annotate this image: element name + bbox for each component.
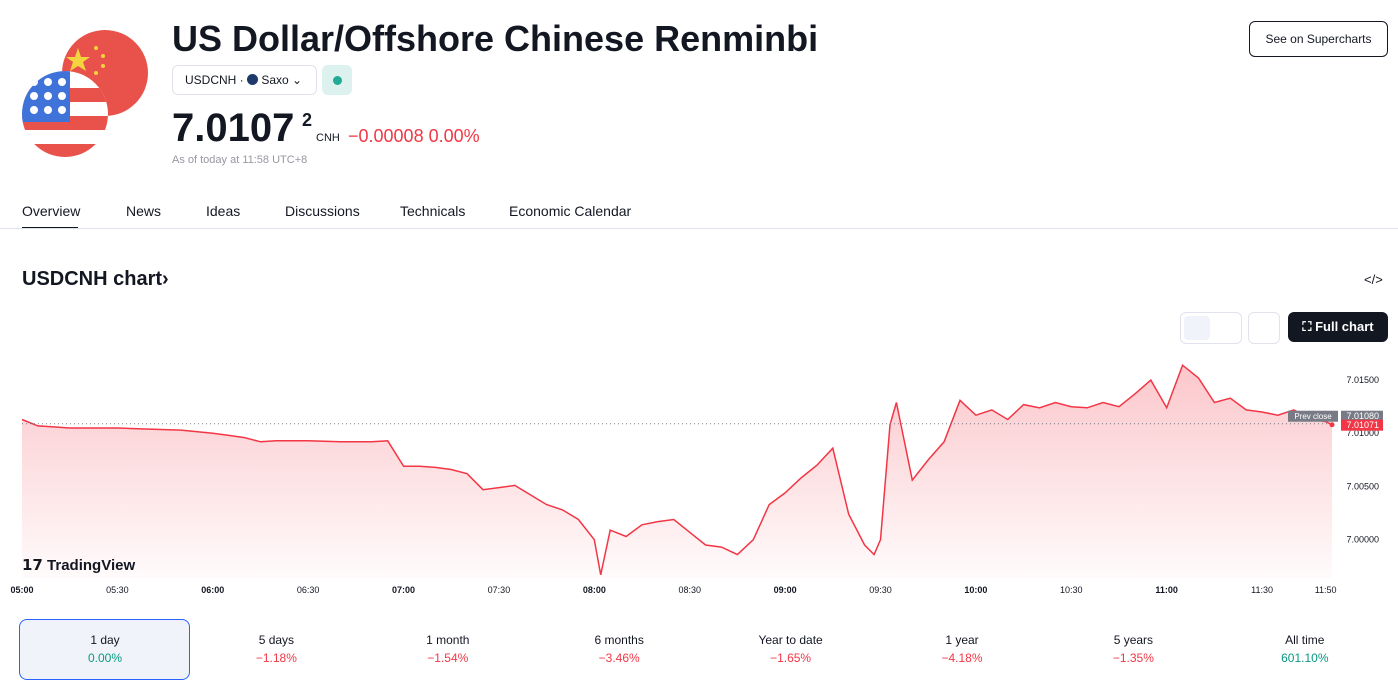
x-tick-label: 06:30 <box>297 585 320 595</box>
x-tick-label: 11:30 <box>1251 585 1273 595</box>
chart: 7.00000 7.00500 7.01000 7.01500 05:00 05:30 06… <box>10 363 1383 595</box>
x-tick-label: 09:00 <box>774 585 797 595</box>
x-tick-label: 11:00 <box>1155 585 1178 595</box>
period-change: 601.10% <box>1281 651 1329 665</box>
y-tick-label: 7.01500 <box>1346 375 1379 385</box>
last-badge <box>1341 419 1383 431</box>
full-chart-button[interactable]: ⛶ Full chart <box>1288 312 1388 342</box>
period-label[interactable]: 1 year <box>945 633 979 647</box>
x-tick-label: 07:30 <box>488 585 511 595</box>
tab[interactable]: Ideas <box>206 203 241 219</box>
chart-type-toggle[interactable] <box>1180 312 1242 344</box>
divider <box>0 228 1398 229</box>
price: 7.0107 <box>172 106 295 150</box>
period-selected <box>19 619 190 680</box>
logo-text: TradingView <box>47 557 136 574</box>
flags <box>22 30 148 157</box>
x-tick-label: 06:00 <box>201 585 224 595</box>
change-percent: 0.00% <box>428 126 480 146</box>
prev-close-value-badge <box>1341 410 1383 422</box>
tab[interactable]: Overview <box>22 203 81 219</box>
x-tick-label: 08:30 <box>678 585 701 595</box>
x-tick-label: 08:00 <box>583 585 606 595</box>
snapshot-button[interactable] <box>1248 312 1280 344</box>
last-value: 7.01071 <box>1346 420 1379 430</box>
price-superscript: 2 <box>302 110 313 130</box>
x-tick-label: 10:00 <box>964 585 987 595</box>
line <box>21 363 1333 575</box>
y-tick-label: 7.00000 <box>1346 535 1379 545</box>
title: US Dollar/Offshore Chinese Renminbi <box>172 18 819 59</box>
x-tick-label: 11:50 <box>1315 585 1337 595</box>
logo: 𝟭𝟳 TradingView <box>22 557 136 574</box>
prev-close-badge <box>1288 410 1338 422</box>
change: −0.00008 0.00% <box>348 126 480 147</box>
y-tick-label: 7.01000 <box>1346 428 1379 438</box>
x-tick-label: 07:00 <box>392 585 415 595</box>
period-change: 0.00% <box>87 651 123 665</box>
period-label[interactable]: Year to date <box>758 633 823 647</box>
tab[interactable]: News <box>126 203 162 219</box>
section-title[interactable]: USDCNH chart› <box>22 268 169 290</box>
period-change: −1.35% <box>1112 651 1154 665</box>
section-title-text: USDCNH chart <box>22 268 163 290</box>
period-label[interactable]: 5 years <box>1113 633 1154 647</box>
period-change: −3.46% <box>598 651 640 665</box>
period-label[interactable]: 1 month <box>426 633 470 647</box>
symbol-selector[interactable]: USDCNH · Saxo ⌄ <box>172 65 318 95</box>
period-label[interactable]: 5 days <box>258 633 295 647</box>
symbol: USDCNH <box>185 73 237 87</box>
period-change: −4.18% <box>941 651 983 665</box>
period-change: −1.65% <box>770 651 812 665</box>
x-tick-label: 05:30 <box>106 585 129 595</box>
tab[interactable]: Economic Calendar <box>509 203 632 219</box>
full-chart-label: Full chart <box>1315 319 1374 334</box>
x-tick-label: 09:30 <box>869 585 892 595</box>
y-tick-label: 7.00500 <box>1346 481 1379 491</box>
period-change: −1.54% <box>427 651 469 665</box>
timestamp: As of today at 11:58 UTC+8 <box>172 154 308 166</box>
supercharts-button[interactable]: See on Supercharts <box>1249 21 1388 57</box>
period-label[interactable]: 1 day <box>90 633 120 647</box>
prev-close-value: 7.01080 <box>1346 411 1379 421</box>
currency: CNH <box>316 132 340 144</box>
tab[interactable]: Discussions <box>285 203 360 219</box>
embed-icon[interactable]: </> <box>1364 272 1383 287</box>
period-label[interactable]: All time <box>1285 633 1325 647</box>
x-tick-label: 10:30 <box>1060 585 1083 595</box>
prev-close-label: Prev close <box>1294 412 1332 421</box>
last-dot <box>1329 422 1335 428</box>
tab[interactable]: Technicals <box>400 203 466 219</box>
area <box>22 365 1332 578</box>
period-change: −1.18% <box>255 651 297 665</box>
change-value: −0.00008 <box>348 126 424 146</box>
market-status <box>322 65 352 95</box>
x-tick-label: 05:00 <box>10 585 33 595</box>
exchange: Saxo <box>261 73 289 87</box>
period-label[interactable]: 6 months <box>594 633 644 647</box>
